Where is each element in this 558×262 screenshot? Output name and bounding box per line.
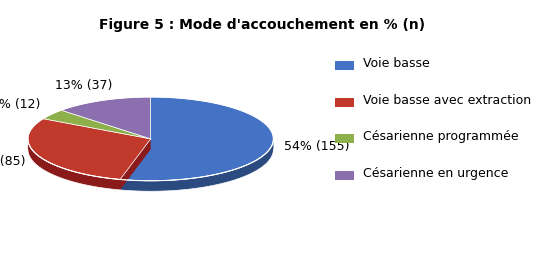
FancyBboxPatch shape bbox=[335, 134, 354, 144]
Text: Voie basse avec extraction: Voie basse avec extraction bbox=[363, 94, 531, 107]
Text: Figure 5 : Mode d'accouchement en % (n): Figure 5 : Mode d'accouchement en % (n) bbox=[99, 18, 425, 32]
FancyBboxPatch shape bbox=[335, 61, 354, 70]
Polygon shape bbox=[120, 139, 151, 190]
Text: 13% (37): 13% (37) bbox=[55, 79, 113, 92]
Polygon shape bbox=[43, 110, 151, 139]
Text: 54% (155): 54% (155) bbox=[284, 140, 349, 152]
Polygon shape bbox=[28, 119, 151, 179]
Text: Césarienne programmée: Césarienne programmée bbox=[363, 130, 518, 143]
FancyBboxPatch shape bbox=[335, 98, 354, 107]
Polygon shape bbox=[120, 97, 273, 181]
FancyBboxPatch shape bbox=[335, 171, 354, 180]
Polygon shape bbox=[120, 139, 151, 190]
Polygon shape bbox=[28, 139, 120, 190]
Polygon shape bbox=[120, 139, 273, 191]
Polygon shape bbox=[61, 97, 151, 139]
Text: Césarienne en urgence: Césarienne en urgence bbox=[363, 167, 508, 180]
Text: Voie basse: Voie basse bbox=[363, 57, 430, 70]
Text: 4% (12): 4% (12) bbox=[0, 99, 40, 111]
Text: 29% (85): 29% (85) bbox=[0, 155, 26, 168]
